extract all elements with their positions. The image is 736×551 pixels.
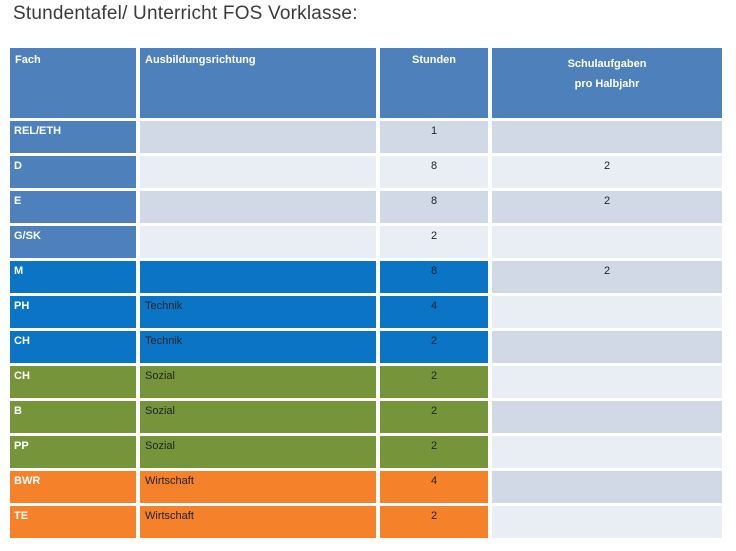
table-body: REL/ETH 1 D 8 2 E 8 2 G/SK 2 M 8 2 PH Te… (10, 121, 722, 538)
stunden-cell: 2 (380, 366, 488, 398)
richtung-cell: Wirtschaft (140, 506, 376, 538)
fach-cell: G/SK (10, 226, 136, 258)
table-row: M 8 2 (10, 261, 722, 293)
schulaufgaben-cell (492, 226, 722, 258)
schulaufgaben-cell (492, 331, 722, 363)
schulaufgaben-cell (492, 436, 722, 468)
stunden-cell: 4 (380, 296, 488, 328)
fach-cell: PH (10, 296, 136, 328)
stundentafel-table: Fach Ausbildungsrichtung Stunden Schulau… (10, 48, 722, 538)
header-cell-fach: Fach (10, 48, 136, 118)
stunden-cell: 2 (380, 506, 488, 538)
stunden-cell: 1 (380, 121, 488, 153)
schulaufgaben-cell: 2 (492, 261, 722, 293)
richtung-cell: Technik (140, 296, 376, 328)
schulaufgaben-cell (492, 471, 722, 503)
fach-cell: CH (10, 366, 136, 398)
table-row: REL/ETH 1 (10, 121, 722, 153)
richtung-cell (140, 121, 376, 153)
richtung-cell (140, 156, 376, 188)
schulaufgaben-cell (492, 506, 722, 538)
fach-cell: E (10, 191, 136, 223)
table-header-row: Fach Ausbildungsrichtung Stunden Schulau… (10, 48, 722, 118)
fach-cell: BWR (10, 471, 136, 503)
richtung-cell: Wirtschaft (140, 471, 376, 503)
schulaufgaben-cell (492, 296, 722, 328)
stunden-cell: 8 (380, 156, 488, 188)
table-row: CH Technik 2 (10, 331, 722, 363)
richtung-cell: Sozial (140, 401, 376, 433)
stunden-cell: 8 (380, 261, 488, 293)
richtung-cell (140, 261, 376, 293)
fach-cell: D (10, 156, 136, 188)
fach-cell: PP (10, 436, 136, 468)
table-row: TE Wirtschaft 2 (10, 506, 722, 538)
table-row: CH Sozial 2 (10, 366, 722, 398)
table-row: G/SK 2 (10, 226, 722, 258)
richtung-cell: Sozial (140, 436, 376, 468)
schulaufgaben-cell (492, 121, 722, 153)
table-row: E 8 2 (10, 191, 722, 223)
table-row: PP Sozial 2 (10, 436, 722, 468)
richtung-cell: Technik (140, 331, 376, 363)
schulaufgaben-cell (492, 366, 722, 398)
header-cell-schulaufgaben: Schulaufgaben pro Halbjahr (492, 48, 722, 118)
stunden-cell: 2 (380, 436, 488, 468)
fach-cell: CH (10, 331, 136, 363)
page-title: Stundentafel/ Unterricht FOS Vorklasse: (13, 3, 358, 24)
stunden-cell: 2 (380, 331, 488, 363)
fach-cell: M (10, 261, 136, 293)
schulaufgaben-cell (492, 401, 722, 433)
header-cell-ausbildungsrichtung: Ausbildungsrichtung (140, 48, 376, 118)
richtung-cell (140, 191, 376, 223)
header-schulaufgaben-line2: pro Halbjahr (574, 78, 640, 90)
table-row: B Sozial 2 (10, 401, 722, 433)
richtung-cell (140, 226, 376, 258)
fach-cell: TE (10, 506, 136, 538)
richtung-cell: Sozial (140, 366, 376, 398)
fach-cell: REL/ETH (10, 121, 136, 153)
stunden-cell: 4 (380, 471, 488, 503)
stunden-cell: 2 (380, 226, 488, 258)
table-row: D 8 2 (10, 156, 722, 188)
schulaufgaben-cell: 2 (492, 191, 722, 223)
stunden-cell: 2 (380, 401, 488, 433)
table-row: BWR Wirtschaft 4 (10, 471, 722, 503)
schulaufgaben-cell: 2 (492, 156, 722, 188)
table-row: PH Technik 4 (10, 296, 722, 328)
fach-cell: B (10, 401, 136, 433)
header-schulaufgaben-line1: Schulaufgaben (567, 58, 647, 70)
stunden-cell: 8 (380, 191, 488, 223)
header-cell-stunden: Stunden (380, 48, 488, 118)
